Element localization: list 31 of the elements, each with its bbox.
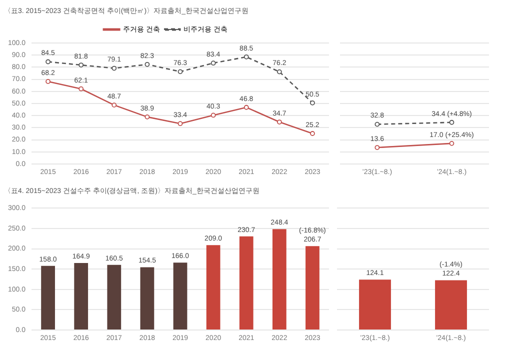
point: [244, 54, 249, 60]
point: [374, 145, 380, 150]
point: [210, 60, 216, 66]
point: [112, 102, 117, 108]
point: [374, 122, 380, 127]
bar: [206, 245, 220, 330]
bar: [74, 263, 88, 330]
bar: [140, 267, 154, 330]
point: [178, 121, 183, 126]
point: [310, 131, 315, 136]
point: [178, 69, 183, 74]
point: [276, 69, 282, 74]
bar: [41, 266, 55, 330]
point: [449, 120, 454, 125]
point: [78, 86, 84, 92]
point: [210, 112, 216, 118]
point: [46, 79, 50, 84]
bar: [107, 264, 122, 330]
point: [144, 114, 150, 120]
point: [276, 120, 282, 124]
point: [244, 104, 249, 110]
point: [112, 66, 117, 71]
point: [449, 140, 454, 146]
bar: [306, 246, 320, 330]
point: [46, 59, 50, 64]
bar: [239, 236, 254, 330]
point: [144, 62, 150, 67]
point: [78, 62, 84, 68]
bar: [272, 229, 286, 330]
bar: [173, 262, 188, 330]
point: [310, 100, 315, 106]
